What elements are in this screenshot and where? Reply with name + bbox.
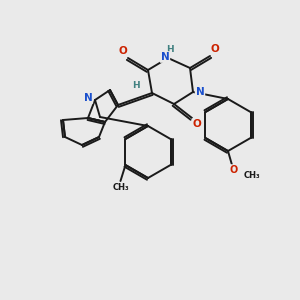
Text: O: O bbox=[118, 46, 127, 56]
Text: CH₃: CH₃ bbox=[244, 170, 261, 179]
Text: N: N bbox=[160, 52, 169, 62]
Text: O: O bbox=[211, 44, 219, 54]
Text: O: O bbox=[230, 165, 238, 175]
Text: H: H bbox=[132, 80, 140, 89]
Text: O: O bbox=[193, 119, 201, 129]
Text: N: N bbox=[196, 87, 204, 97]
Text: N: N bbox=[84, 93, 92, 103]
Text: CH₃: CH₃ bbox=[112, 184, 129, 193]
Text: H: H bbox=[166, 44, 174, 53]
